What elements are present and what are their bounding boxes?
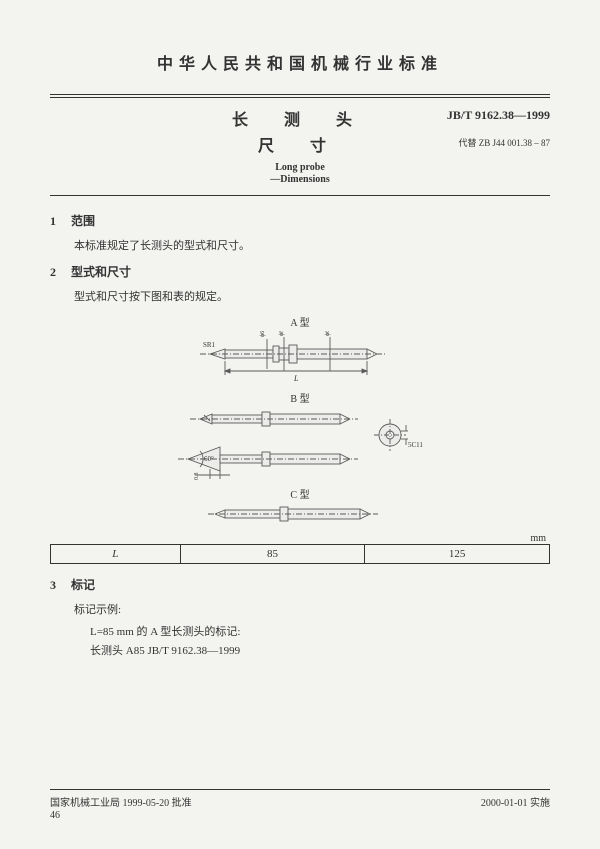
section-1-num: 1 bbox=[50, 214, 68, 229]
table-row: L 85 125 bbox=[51, 545, 550, 564]
section-2-num: 2 bbox=[50, 265, 68, 280]
org-title: 中华人民共和国机械行业标准 bbox=[50, 50, 550, 74]
section-3-title: 标记 bbox=[71, 578, 95, 592]
section-2-title: 型式和尺寸 bbox=[71, 265, 131, 279]
table-cell-v1: 85 bbox=[180, 545, 365, 564]
section-3-head: 3 标记 bbox=[50, 576, 550, 593]
table-cell-L: L bbox=[51, 545, 181, 564]
diag-a-d2: ϕ8 bbox=[279, 331, 285, 336]
table-cell-v2: 125 bbox=[365, 545, 550, 564]
diagram-b: 60° 0.3 5C11 bbox=[150, 407, 450, 482]
diagram-b-label: B 型 bbox=[50, 390, 550, 405]
title-en-1: Long probe bbox=[50, 162, 550, 173]
diag-b-fit: 5C11 bbox=[408, 441, 423, 449]
replaces-code: 代替 ZB J44 001.38 – 87 bbox=[458, 136, 550, 149]
section-3-num: 3 bbox=[50, 578, 68, 593]
dimension-table: L 85 125 bbox=[50, 544, 550, 564]
diag-a-L: L bbox=[293, 374, 299, 383]
section-2-head: 2 型式和尺寸 bbox=[50, 263, 550, 280]
rule-mid bbox=[50, 195, 550, 196]
rule-top-thick bbox=[50, 94, 550, 95]
diagram-area: A 型 SR1 L ϕ617 ϕ8 ϕ6 bbox=[50, 314, 550, 525]
marking-line1: L=85 mm 的 A 型长测头的标记: bbox=[90, 623, 550, 642]
table-unit: mm bbox=[50, 533, 550, 544]
footer-approval: 国家机械工业局 1999-05-20 批准 bbox=[50, 794, 192, 809]
footer-rule bbox=[50, 789, 550, 790]
title-en-2: —Dimensions bbox=[50, 174, 550, 185]
page-number: 46 bbox=[50, 810, 550, 821]
diagram-c bbox=[170, 503, 430, 525]
diag-a-sr1: SR1 bbox=[203, 341, 216, 349]
marking-intro: 标记示例: bbox=[74, 601, 550, 617]
diagram-c-label: C 型 bbox=[50, 486, 550, 501]
title-block: 长 测 头 尺 寸 Long probe —Dimensions JB/T 91… bbox=[50, 106, 550, 185]
diagram-a: SR1 L ϕ617 ϕ8 ϕ617 bbox=[170, 331, 430, 386]
diag-a-d3: ϕ617 bbox=[325, 331, 331, 336]
section-1-head: 1 范围 bbox=[50, 212, 550, 229]
standard-code: JB/T 9162.38—1999 bbox=[447, 108, 550, 123]
section-1-body: 本标准规定了长测头的型式和尺寸。 bbox=[74, 237, 550, 253]
diag-a-d1: ϕ617 bbox=[260, 331, 266, 337]
diag-b-offset: 0.3 bbox=[194, 473, 200, 481]
diagram-a-label: A 型 bbox=[50, 314, 550, 329]
footer-effective: 2000-01-01 实施 bbox=[481, 794, 550, 809]
section-1-title: 范围 bbox=[71, 214, 95, 228]
marking-line2: 长测头 A85 JB/T 9162.38—1999 bbox=[90, 642, 550, 661]
diag-b-angle: 60° bbox=[204, 455, 214, 463]
rule-top-thin bbox=[50, 97, 550, 98]
section-2-body: 型式和尺寸按下图和表的规定。 bbox=[74, 288, 550, 304]
